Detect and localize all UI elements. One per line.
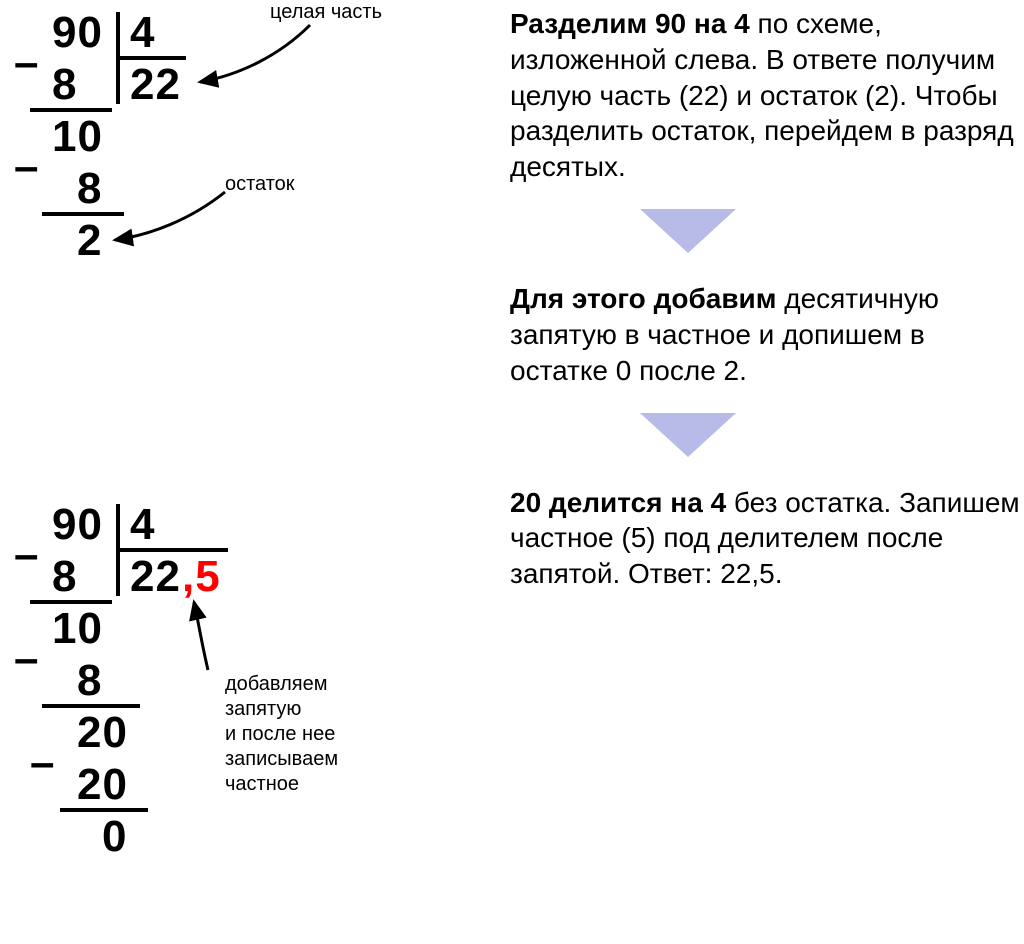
quotient-frac: ,5 xyxy=(182,552,221,602)
minus-sign: – xyxy=(14,142,38,192)
quotient-int: 22 xyxy=(130,552,181,602)
minus-sign: – xyxy=(14,530,38,580)
step1-sub: 8 xyxy=(52,552,77,602)
p2-bold: Для этого добавим xyxy=(510,283,776,314)
dividend: 90 xyxy=(52,8,103,58)
minus-sign: – xyxy=(14,634,38,684)
minus-sign: – xyxy=(14,38,38,88)
arrow-to-remainder xyxy=(110,190,250,260)
triangle-down-icon xyxy=(640,413,736,457)
arrow-to-quotient xyxy=(190,20,330,100)
paragraph-2: Для этого добавим десятичную запятую в ч… xyxy=(510,281,1020,388)
minus-sign: – xyxy=(30,738,54,788)
arrow-to-comma xyxy=(180,600,240,680)
step2-rem: 20 xyxy=(77,708,128,758)
step2-sub: 8 xyxy=(77,656,102,706)
left-column: – 90 4 22 8 – 10 8 2 целая часть остаток… xyxy=(0,0,480,944)
divisor: 4 xyxy=(130,8,155,58)
triangle-down-icon xyxy=(640,209,736,253)
anno-add-comma-text: добавляем запятую и после нее записываем… xyxy=(225,673,338,795)
p1-bold: Разделим 90 на 4 xyxy=(510,8,750,39)
dividend: 90 xyxy=(52,500,103,550)
paragraph-1: Разделим 90 на 4 по схеме, изложенной сл… xyxy=(510,6,1020,185)
step3-rem: 0 xyxy=(102,812,127,862)
anno-add-comma: добавляем запятую и после нее записываем… xyxy=(225,672,338,797)
p3-bold: 20 делится на 4 xyxy=(510,487,726,518)
paragraph-3: 20 делится на 4 без остатка. Запишем час… xyxy=(510,485,1020,592)
step2-sub: 8 xyxy=(77,164,102,214)
quotient: 22 xyxy=(130,60,181,110)
step3-sub: 20 xyxy=(77,760,128,810)
step1-rem: 10 xyxy=(52,604,103,654)
right-column: Разделим 90 на 4 по схеме, изложенной сл… xyxy=(510,0,1020,944)
divisor: 4 xyxy=(130,500,155,550)
step1-sub: 8 xyxy=(52,60,77,110)
step1-rem: 10 xyxy=(52,112,103,162)
step2-rem: 2 xyxy=(77,216,102,266)
